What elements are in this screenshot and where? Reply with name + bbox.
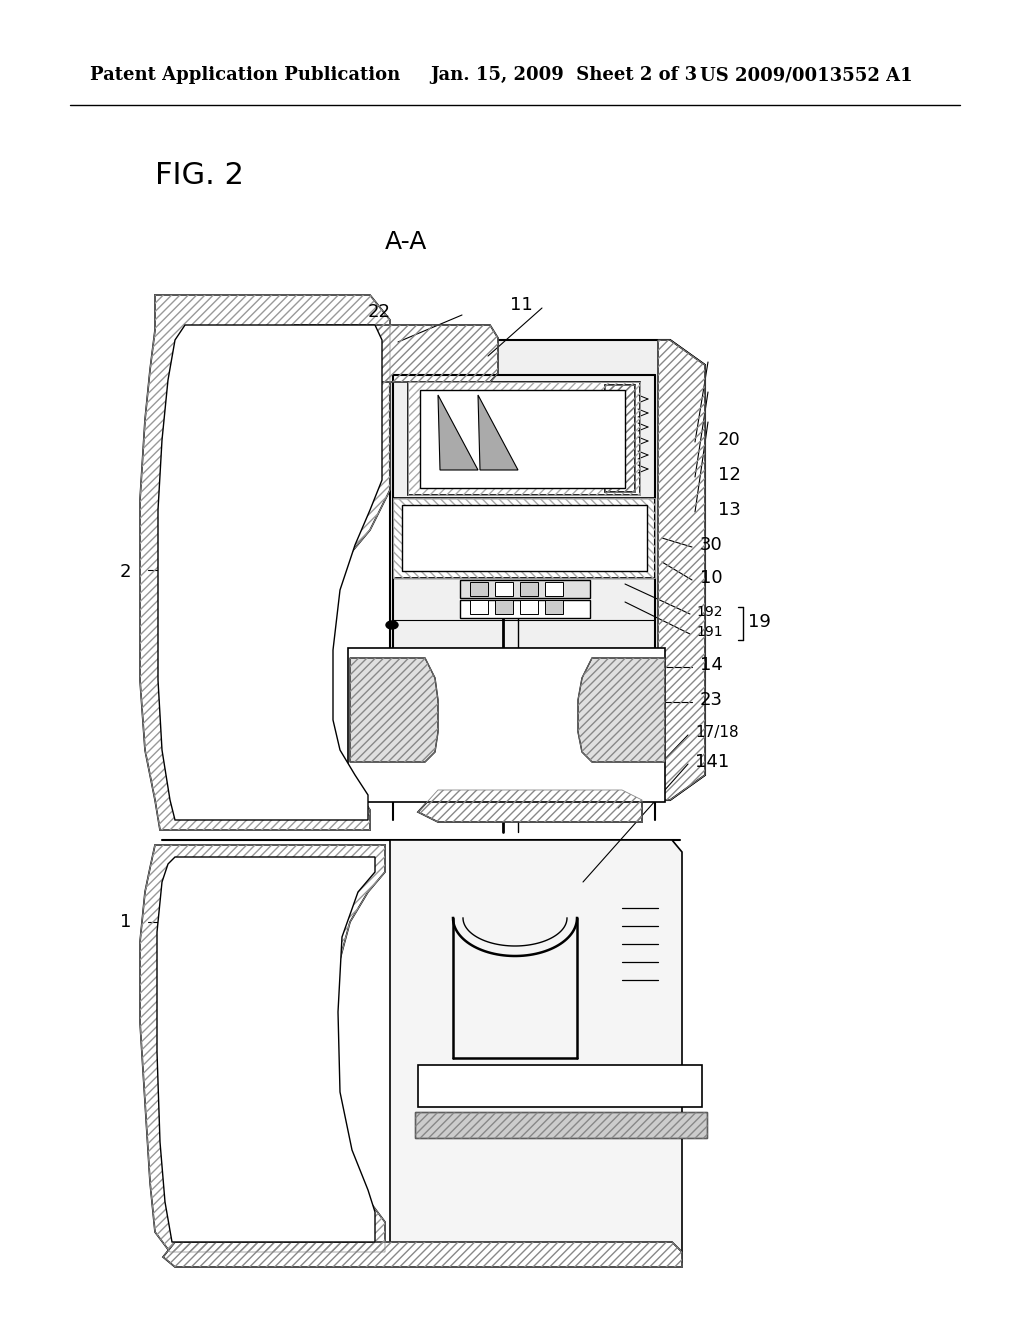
Polygon shape (140, 294, 390, 830)
Ellipse shape (386, 620, 398, 630)
Text: 23: 23 (700, 690, 723, 709)
Polygon shape (390, 840, 682, 1262)
Text: 10: 10 (700, 569, 723, 587)
Polygon shape (348, 648, 665, 803)
Bar (495, 582, 513, 597)
Text: 2: 2 (120, 564, 131, 581)
Text: A-A: A-A (385, 230, 427, 253)
Bar (415, 1111, 707, 1138)
Polygon shape (140, 845, 385, 1251)
Polygon shape (408, 381, 640, 495)
Text: 17/18: 17/18 (695, 725, 738, 739)
Bar (520, 582, 538, 597)
Polygon shape (157, 857, 375, 1242)
Bar (470, 601, 488, 614)
Bar (470, 582, 488, 597)
Bar (495, 601, 513, 614)
Text: 14: 14 (700, 656, 723, 675)
Bar (520, 601, 538, 614)
Bar (418, 1065, 702, 1107)
Polygon shape (605, 385, 635, 492)
Text: 19: 19 (748, 612, 771, 631)
Text: 22: 22 (368, 304, 391, 321)
Polygon shape (158, 325, 382, 820)
Bar (545, 601, 563, 614)
Text: 1: 1 (120, 913, 131, 931)
Text: 141: 141 (695, 752, 729, 771)
Text: 11: 11 (510, 296, 532, 314)
Text: Patent Application Publication: Patent Application Publication (90, 66, 400, 84)
Text: 30: 30 (700, 536, 723, 554)
Polygon shape (295, 325, 498, 381)
Bar (460, 579, 590, 598)
Bar (545, 582, 563, 597)
Polygon shape (350, 657, 438, 762)
Polygon shape (658, 341, 705, 800)
Text: 20: 20 (718, 432, 740, 449)
Text: 191: 191 (696, 624, 723, 639)
Polygon shape (390, 341, 705, 800)
Text: FIG. 2: FIG. 2 (155, 161, 244, 190)
Bar (460, 601, 590, 618)
Polygon shape (578, 657, 665, 762)
Text: 13: 13 (718, 502, 741, 519)
Polygon shape (418, 789, 642, 822)
Polygon shape (163, 1242, 682, 1267)
Bar (420, 389, 625, 488)
Polygon shape (478, 395, 518, 470)
Text: 12: 12 (718, 466, 741, 484)
Text: US 2009/0013552 A1: US 2009/0013552 A1 (700, 66, 912, 84)
Text: Jan. 15, 2009  Sheet 2 of 3: Jan. 15, 2009 Sheet 2 of 3 (430, 66, 697, 84)
Bar (402, 506, 647, 572)
Polygon shape (438, 395, 478, 470)
Polygon shape (393, 498, 655, 578)
Text: 192: 192 (696, 605, 723, 619)
